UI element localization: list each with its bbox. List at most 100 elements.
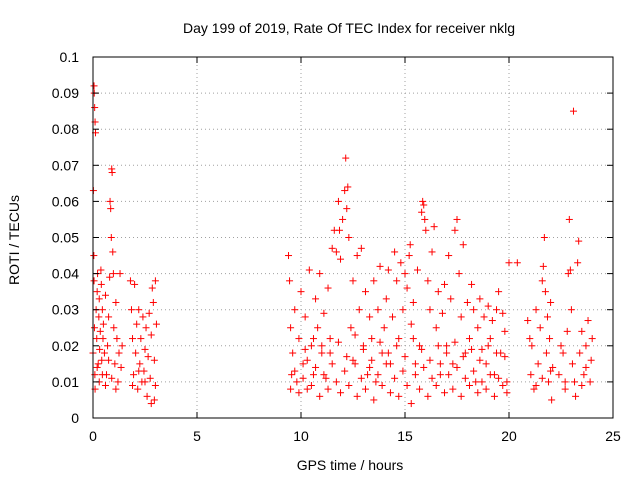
data-point <box>542 349 550 357</box>
data-point <box>339 215 347 223</box>
data-point <box>96 327 104 335</box>
chart-title: Day 199 of 2019, Rate Of TEC Index for r… <box>183 20 515 36</box>
data-point <box>286 277 294 285</box>
data-point <box>142 324 150 332</box>
y-tick-label: 0.09 <box>52 85 79 101</box>
data-point <box>150 396 158 404</box>
data-point <box>97 266 105 274</box>
data-point <box>409 298 417 306</box>
data-point <box>287 385 295 393</box>
data-point <box>468 280 476 288</box>
data-point <box>582 363 590 371</box>
data-point <box>152 320 160 328</box>
data-point <box>561 378 569 386</box>
data-point <box>528 342 536 350</box>
data-point <box>488 317 496 325</box>
data-point <box>432 382 440 390</box>
data-point <box>586 378 594 386</box>
data-point <box>135 306 143 314</box>
data-point <box>334 338 342 346</box>
data-point <box>147 331 155 339</box>
data-point <box>382 295 390 303</box>
data-point <box>588 335 596 343</box>
data-point <box>110 324 118 332</box>
data-point <box>335 226 343 234</box>
data-point <box>443 349 451 357</box>
data-point <box>457 313 465 321</box>
data-point <box>345 234 353 241</box>
data-point <box>395 335 403 343</box>
data-point <box>463 298 471 306</box>
data-point <box>547 298 555 306</box>
data-point <box>578 327 586 335</box>
data-point <box>137 335 145 343</box>
data-point <box>541 288 549 296</box>
data-point <box>565 215 573 223</box>
data-point <box>378 382 386 390</box>
data-point <box>334 197 342 205</box>
data-point <box>391 374 399 382</box>
data-point <box>545 378 553 386</box>
data-point <box>112 385 120 393</box>
data-point <box>359 345 367 353</box>
data-point <box>145 309 153 317</box>
data-point <box>324 284 332 292</box>
data-point <box>100 349 108 357</box>
data-point <box>332 378 340 386</box>
data-point <box>349 356 357 364</box>
data-point <box>141 378 149 386</box>
data-point <box>380 324 388 332</box>
data-point <box>395 392 403 400</box>
data-point <box>397 259 405 267</box>
data-point <box>567 306 575 314</box>
data-point <box>299 360 307 368</box>
data-point <box>430 223 438 231</box>
data-point <box>318 342 326 350</box>
data-point <box>147 400 155 408</box>
data-point <box>420 363 428 371</box>
data-point <box>314 324 322 332</box>
data-point <box>372 378 380 386</box>
data-point <box>344 183 352 191</box>
data-point <box>297 288 305 296</box>
x-tick-label: 25 <box>605 428 621 444</box>
data-point <box>453 215 461 223</box>
data-point <box>378 349 386 357</box>
data-point <box>345 382 353 390</box>
data-point <box>151 277 159 285</box>
data-point <box>536 324 544 332</box>
data-point <box>111 360 119 368</box>
data-point <box>288 371 296 379</box>
data-point <box>95 313 103 321</box>
data-point <box>399 306 407 314</box>
data-point <box>99 335 107 343</box>
data-point <box>422 226 430 234</box>
y-tick-label: 0.1 <box>60 49 80 65</box>
data-point <box>109 248 117 256</box>
data-point <box>532 306 540 314</box>
data-point <box>403 382 411 390</box>
data-point <box>470 367 478 375</box>
data-point <box>428 248 436 256</box>
data-point <box>501 327 509 335</box>
data-point <box>364 371 372 379</box>
y-tick-label: 0 <box>71 410 79 426</box>
data-point <box>478 345 486 353</box>
y-tick-label: 0.03 <box>52 302 79 318</box>
data-point <box>426 306 434 314</box>
grid-lines <box>93 57 613 418</box>
data-point <box>547 367 555 375</box>
data-point <box>482 385 490 393</box>
data-point <box>105 313 113 321</box>
data-point <box>416 342 424 350</box>
data-point <box>476 295 484 303</box>
data-point <box>299 374 307 382</box>
data-point <box>293 378 301 386</box>
data-point <box>146 374 154 382</box>
data-point <box>582 342 590 350</box>
data-point <box>495 288 503 296</box>
data-point <box>337 389 345 397</box>
data-point <box>366 363 374 371</box>
data-point <box>382 360 390 368</box>
data-point <box>148 284 156 292</box>
